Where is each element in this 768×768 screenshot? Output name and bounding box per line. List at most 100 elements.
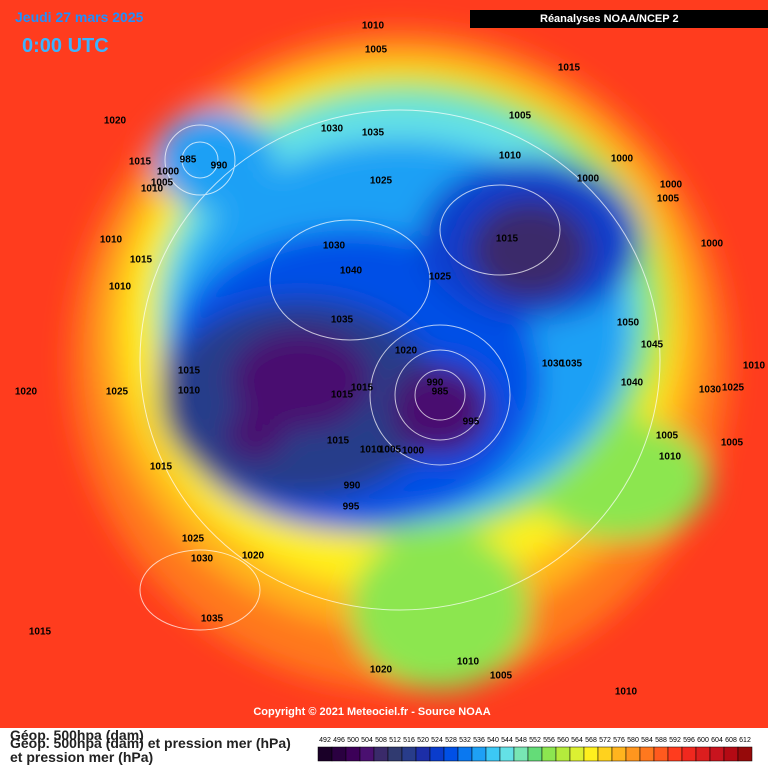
isobar-label: 1035 bbox=[201, 614, 224, 625]
isobar-label: 1010 bbox=[100, 235, 123, 246]
isobar-label: 1000 bbox=[611, 154, 634, 165]
scale-cell bbox=[513, 746, 529, 762]
scale-label: 564 bbox=[571, 737, 583, 744]
scale-cell bbox=[625, 746, 641, 762]
scale-label: 596 bbox=[683, 737, 695, 744]
scale-cell bbox=[681, 746, 697, 762]
isobar-label: 1025 bbox=[429, 272, 452, 283]
isobar-label: 1005 bbox=[721, 438, 744, 449]
isobar-label: 1050 bbox=[617, 318, 640, 329]
scale-cell bbox=[457, 746, 473, 762]
scale-cell bbox=[737, 746, 753, 762]
date: Jeudi 27 mars 2025 bbox=[15, 9, 144, 25]
isobar-label: 1015 bbox=[496, 234, 519, 245]
isobar-label: 1025 bbox=[106, 387, 129, 398]
scale-label: 560 bbox=[557, 737, 569, 744]
isobar-label: 1015 bbox=[331, 390, 354, 401]
scale-label: 532 bbox=[459, 737, 471, 744]
isobar-label: 1030 bbox=[191, 554, 214, 565]
scale-cell bbox=[653, 746, 669, 762]
isobar-label: 1035 bbox=[362, 128, 385, 139]
isobar-label: 1015 bbox=[130, 255, 153, 266]
isobar-label: 1015 bbox=[558, 63, 581, 74]
geopotential-field bbox=[70, 30, 730, 690]
scale-label: 504 bbox=[361, 737, 373, 744]
scale-cell bbox=[555, 746, 571, 762]
isobar-label: 1030 bbox=[542, 359, 565, 370]
isobar-label: 1000 bbox=[660, 180, 683, 191]
legend-line: et pression mer (hPa) bbox=[10, 749, 153, 765]
scale-cell bbox=[331, 746, 347, 762]
scale-cell bbox=[541, 746, 557, 762]
scale-label: 516 bbox=[403, 737, 415, 744]
scale-label: 528 bbox=[445, 737, 457, 744]
isobar-label: 1030 bbox=[321, 124, 344, 135]
scale-label: 496 bbox=[333, 737, 345, 744]
isobar-label: 1015 bbox=[150, 462, 173, 473]
isobar-label: 990 bbox=[344, 481, 361, 492]
isobar-label: 1020 bbox=[395, 346, 418, 357]
source: Réanalyses NOAA/NCEP 2 bbox=[540, 13, 679, 25]
scale-label: 580 bbox=[627, 737, 639, 744]
isobar-label: 1040 bbox=[340, 266, 363, 277]
scale-cell bbox=[695, 746, 711, 762]
scale-cell bbox=[527, 746, 543, 762]
isobar-label: 985 bbox=[180, 155, 197, 166]
isobar-label: 1025 bbox=[182, 534, 205, 545]
isobar-label: 990 bbox=[427, 378, 444, 389]
scale-cell bbox=[345, 746, 361, 762]
color-scale: 492 496 500 504 508 512 516 520 524 528 532 536 540 5… bbox=[317, 737, 753, 762]
isobar-label: 1015 bbox=[29, 627, 52, 638]
scale-label: 604 bbox=[711, 737, 723, 744]
scale-cell bbox=[667, 746, 683, 762]
scale-label: 500 bbox=[347, 737, 359, 744]
isobar-label: 1020 bbox=[15, 387, 38, 398]
isobar-label: 1005 bbox=[509, 111, 532, 122]
copyright: Copyright © 2021 Meteociel.fr - Source N… bbox=[253, 706, 490, 718]
isobar-label: 1005 bbox=[656, 431, 679, 442]
scale-label: 608 bbox=[725, 737, 737, 744]
scale-cell bbox=[359, 746, 375, 762]
isobar-label: 1010 bbox=[178, 386, 201, 397]
scale-label: 576 bbox=[613, 737, 625, 744]
scale-cell bbox=[485, 746, 501, 762]
isobar-label: 1005 bbox=[379, 445, 402, 456]
isobar-label: 1010 bbox=[141, 184, 164, 195]
isobar-label: 1015 bbox=[178, 366, 201, 377]
isobars bbox=[139, 109, 661, 631]
isobar-label: 1010 bbox=[362, 21, 385, 32]
scale-label: 552 bbox=[529, 737, 541, 744]
scale-label: 548 bbox=[515, 737, 527, 744]
scale-cell bbox=[415, 746, 431, 762]
scale-label: 512 bbox=[389, 737, 401, 744]
scale-cell bbox=[583, 746, 599, 762]
isobar-label: 1005 bbox=[151, 178, 174, 189]
scale-cell bbox=[387, 746, 403, 762]
isobar-label: 1040 bbox=[621, 378, 644, 389]
isobar-label: 1005 bbox=[490, 671, 513, 682]
scale-label: 536 bbox=[473, 737, 485, 744]
scale-cell bbox=[639, 746, 655, 762]
scale-cell bbox=[499, 746, 515, 762]
isobar-label: 1010 bbox=[659, 452, 682, 463]
scale-cell bbox=[429, 746, 445, 762]
scale-label: 612 bbox=[739, 737, 751, 744]
scale-label: 508 bbox=[375, 737, 387, 744]
scale-label: 600 bbox=[697, 737, 709, 744]
scale-cell bbox=[471, 746, 487, 762]
isobar-label: 1015 bbox=[351, 383, 374, 394]
legend-line: Géop. 500hpa (dam) et pression mer (hPa) bbox=[10, 735, 291, 751]
isobar-label: 1010 bbox=[109, 282, 132, 293]
source-box bbox=[470, 10, 768, 28]
scale-label: 492 bbox=[319, 737, 331, 744]
time: 0:00 UTC bbox=[22, 35, 109, 57]
scale-label: 556 bbox=[543, 737, 555, 744]
isobar-label: 1010 bbox=[499, 151, 522, 162]
scale-cell bbox=[597, 746, 613, 762]
isobar-label: 1035 bbox=[560, 359, 583, 370]
isobar-label: 1020 bbox=[370, 665, 393, 676]
scale-label: 572 bbox=[599, 737, 611, 744]
scale-cell bbox=[709, 746, 725, 762]
scale-label: 568 bbox=[585, 737, 597, 744]
